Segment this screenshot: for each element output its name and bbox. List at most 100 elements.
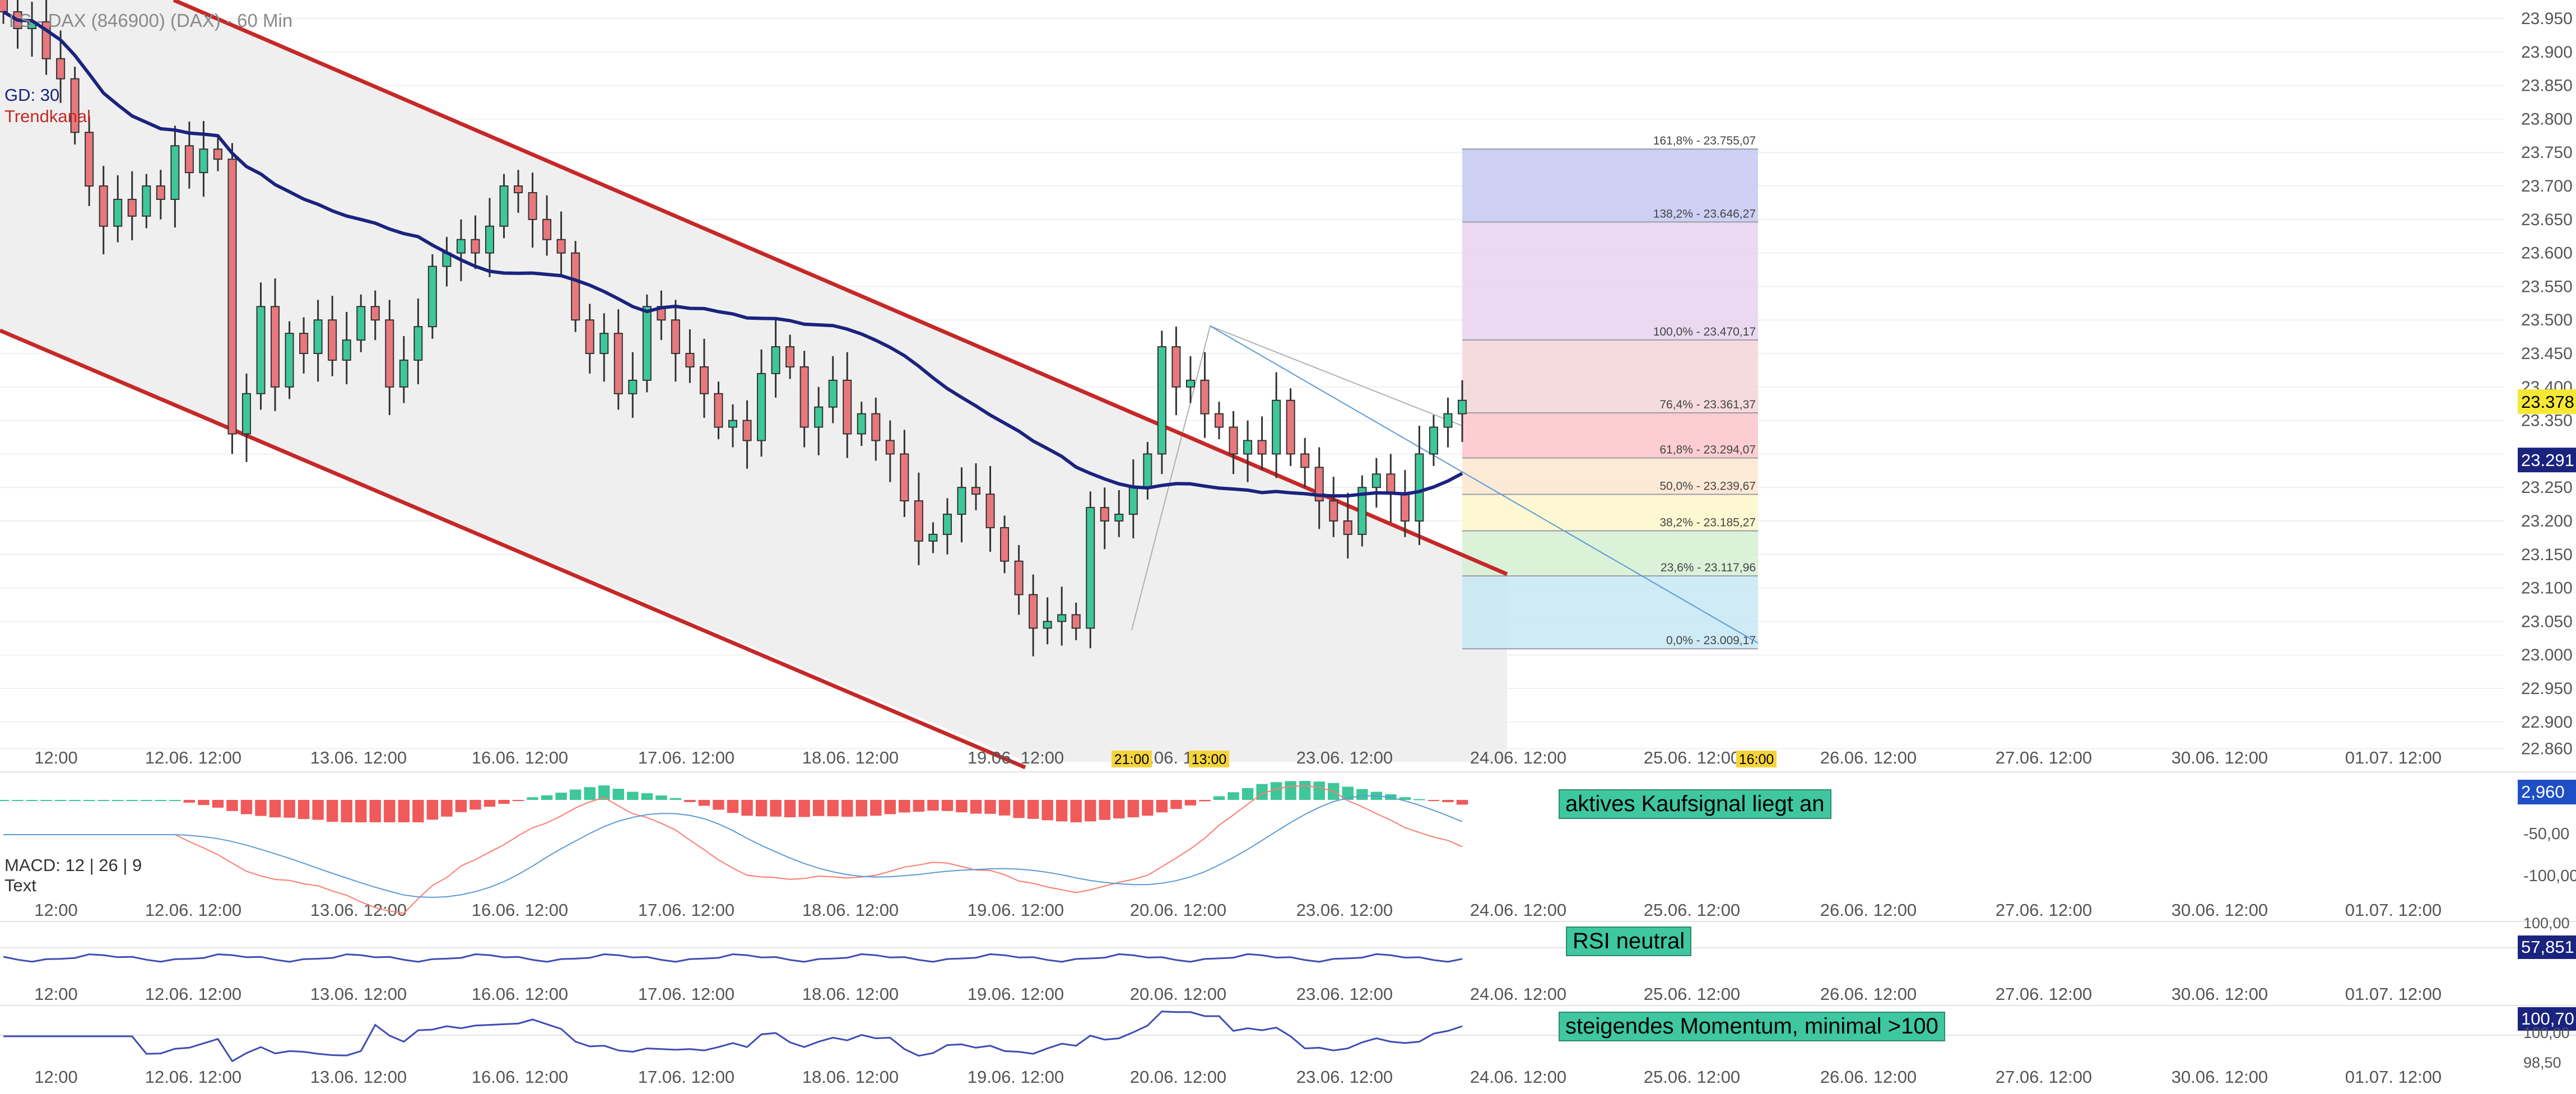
momentum-value-label: 100,70 xyxy=(2521,1009,2574,1028)
macd-axis-label: -50,00 xyxy=(2523,825,2569,843)
x-axis-tick-label: 23.06. 12:00 xyxy=(1296,748,1393,767)
macd-histogram-bar xyxy=(355,800,367,822)
candle-body xyxy=(1057,614,1067,622)
macd-sublabel: Text xyxy=(4,876,36,895)
macd-histogram-bar xyxy=(1027,800,1039,819)
momentum-axis-label: 98,50 xyxy=(2523,1054,2561,1071)
candle-body xyxy=(1043,621,1052,629)
candle-body xyxy=(1257,440,1267,455)
macd-histogram-bar xyxy=(1313,781,1325,800)
candle-body xyxy=(742,420,752,441)
macd-histogram-bar xyxy=(469,800,481,810)
x-axis-tick-label: 30.06. 12:00 xyxy=(2172,748,2268,767)
x-axis-tick-label: 20.06. 12:00 xyxy=(1130,1067,1226,1087)
trend-channel-upper xyxy=(173,0,1508,576)
candle-body xyxy=(1429,426,1438,455)
candle-body xyxy=(227,159,237,435)
macd-histogram-bar xyxy=(784,800,796,818)
x-axis-tick-label: 16.06. 12:00 xyxy=(472,900,568,920)
x-axis-tick-label: 16.06. 12:00 xyxy=(472,984,568,1004)
candle-body xyxy=(427,266,437,328)
candle-body xyxy=(370,306,380,321)
moving-average-line xyxy=(2,10,1463,498)
candle-body xyxy=(1272,399,1281,455)
y-axis-tick-label: 23.550 xyxy=(2521,277,2573,296)
macd-histogram-bar xyxy=(255,800,267,816)
macd-histogram-bar xyxy=(627,792,639,800)
candle-body xyxy=(1071,614,1081,629)
candle-body xyxy=(328,319,337,361)
candle-body xyxy=(799,366,809,428)
x-axis-tick-label: 27.06. 12:00 xyxy=(1996,1067,2092,1087)
macd-histogram-bar xyxy=(155,800,167,801)
rsi-line xyxy=(3,953,1463,963)
macd-histogram-bar xyxy=(527,797,538,800)
macd-histogram-bar xyxy=(827,800,839,817)
x-axis-tick-label: 24.06. 12:00 xyxy=(1470,984,1566,1004)
time-badge xyxy=(1112,751,1152,767)
macd-histogram-bar xyxy=(26,800,38,801)
macd-histogram-bar xyxy=(956,800,968,813)
rsi-axis-label: 100,00 xyxy=(2523,915,2570,932)
x-axis-tick-label: 13.06. 12:00 xyxy=(310,1067,407,1087)
macd-histogram-bar xyxy=(555,793,567,800)
candle-body xyxy=(285,333,294,388)
macd-histogram-bar xyxy=(1070,800,1082,822)
x-axis-tick-label: 19.06. 12:00 xyxy=(968,984,1064,1004)
candle-body xyxy=(56,58,66,80)
macd-histogram-bar xyxy=(226,800,238,811)
x-axis-tick-label: 19.06. 12:00 xyxy=(968,748,1064,767)
x-axis-tick-label: 12:00 xyxy=(34,900,78,920)
x-axis-tick-label: 16.06. 12:00 xyxy=(472,748,568,767)
fib-zone xyxy=(1462,530,1758,576)
candle-body xyxy=(685,353,695,367)
candle-body xyxy=(1457,399,1467,415)
x-axis-tick-label: 30.06. 12:00 xyxy=(2172,984,2268,1004)
macd-histogram-bar xyxy=(1456,800,1468,805)
x-axis-tick-label: 16.06. 12:00 xyxy=(472,1067,568,1087)
x-axis-tick-label: 25.06. 12:00 xyxy=(1644,900,1740,920)
macd-histogram-bar xyxy=(0,800,10,801)
fib-zone xyxy=(1462,339,1758,413)
x-axis-tick-label: 18.06. 12:00 xyxy=(802,1067,899,1087)
macd-histogram-bar xyxy=(1299,781,1311,800)
macd-histogram-bar xyxy=(1399,797,1411,800)
candle-body xyxy=(628,379,638,394)
candle-body xyxy=(1329,500,1338,522)
x-axis-tick-label: 01.07. 12:00 xyxy=(2345,748,2442,767)
candle-body xyxy=(213,148,222,160)
macd-histogram-bar xyxy=(741,800,753,816)
time-badge xyxy=(1736,751,1777,767)
trend-channel-lower xyxy=(0,328,1026,770)
macd-histogram-bar xyxy=(212,800,224,808)
blue-trendline xyxy=(1210,325,1759,644)
y-axis-tick-label: 22.900 xyxy=(2521,713,2573,732)
x-axis-tick-label: 20.06. 12:00 xyxy=(1130,900,1226,920)
macd-histogram-bar xyxy=(312,800,324,820)
macd-histogram-bar xyxy=(97,800,109,801)
candle-body xyxy=(1314,467,1324,502)
candle-body xyxy=(399,359,408,388)
candle-body xyxy=(356,306,366,341)
y-axis-tick-label: 23.800 xyxy=(2521,110,2573,128)
macd-histogram-bar xyxy=(69,800,81,801)
candle-body xyxy=(714,393,723,428)
macd-histogram-bar xyxy=(54,800,67,801)
ma-value-badge xyxy=(2518,448,2576,473)
time-badge-label: 16:00 xyxy=(1739,752,1774,767)
candle-body xyxy=(142,185,151,217)
macd-histogram-bar xyxy=(398,800,410,822)
candle-body xyxy=(127,198,137,217)
candle-body xyxy=(271,306,280,388)
macd-histogram-bar xyxy=(798,800,810,817)
x-axis-tick-label: 26.06. 12:00 xyxy=(1820,900,1917,920)
macd-histogram-bar xyxy=(698,800,710,806)
candle-body xyxy=(1171,346,1181,388)
momentum-signal-badge: steigendes Momentum, minimal >100 xyxy=(1559,1012,1945,1041)
x-axis-tick-label: 25.06. 12:00 xyxy=(1644,748,1740,767)
macd-histogram-bar xyxy=(1413,799,1425,800)
x-axis-tick-label: 24.06. 12:00 xyxy=(1470,900,1566,920)
candle-body xyxy=(1300,453,1310,468)
macd-histogram-bar xyxy=(1241,788,1254,800)
